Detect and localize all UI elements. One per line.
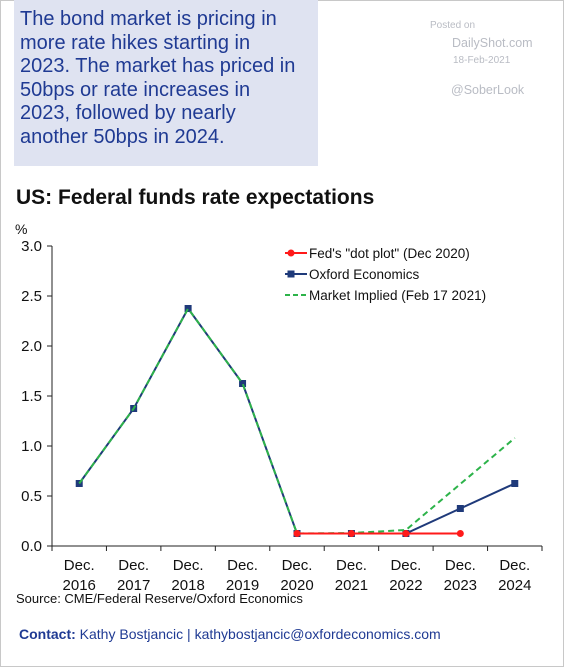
commentary-text: The bond market is pricing in more rate … <box>20 8 312 149</box>
data-point-circle <box>402 530 410 537</box>
x-tick-label: Dec. <box>336 557 367 574</box>
y-tick-label: 1.5 <box>21 388 42 405</box>
legend-label: Market Implied (Feb 17 2021) <box>309 288 486 303</box>
series-line <box>78 306 516 535</box>
x-tick-label: 2018 <box>171 577 204 594</box>
contact-label: Contact: <box>19 626 76 642</box>
commentary-line: more rate hikes starting in <box>20 31 251 54</box>
x-tick-label: 2019 <box>226 577 259 594</box>
x-tick-label: 2020 <box>280 577 313 594</box>
legend-label: Fed's "dot plot" (Dec 2020) <box>309 246 470 261</box>
commentary-callout: The bond market is pricing in more rate … <box>14 0 318 166</box>
y-tick-label: 0.5 <box>21 488 42 505</box>
y-tick-label: 3.0 <box>21 238 42 255</box>
x-tick-label: Dec. <box>390 557 421 574</box>
x-tick-label: 2016 <box>63 577 96 594</box>
commentary-line: 50bps or rate increases in <box>20 78 251 101</box>
x-tick-label: 2021 <box>335 577 368 594</box>
contact-line: Contact: Kathy Bostjancic | kathybostjan… <box>19 626 441 642</box>
chart-title: US: Federal funds rate expectations <box>16 186 375 209</box>
data-point-square <box>456 505 464 512</box>
x-tick-label: Dec. <box>282 557 313 574</box>
legend-marker-square <box>287 270 295 278</box>
x-tick-label: 2023 <box>444 577 477 594</box>
watermark-posted: Posted on <box>430 20 476 31</box>
commentary-line: 2023. The market has priced in <box>20 55 296 77</box>
data-point-circle <box>347 530 355 537</box>
x-tick-label: Dec. <box>445 557 476 574</box>
data-point-square <box>239 380 247 387</box>
commentary-line: 2023, followed by nearly <box>20 102 236 124</box>
x-tick-label: Dec. <box>64 557 95 574</box>
commentary-line: The bond market is pricing in <box>20 8 277 30</box>
watermark-site: DailyShot.com <box>452 36 533 50</box>
y-tick-label: 0.0 <box>21 538 42 555</box>
commentary-line: another 50bps in 2024. <box>20 125 225 148</box>
data-point-square <box>511 480 519 487</box>
x-tick-label: Dec. <box>499 557 530 574</box>
legend-label: Oxford Economics <box>309 267 420 282</box>
source-note: Source: CME/Federal Reserve/Oxford Econo… <box>16 591 303 606</box>
x-tick-label: 2024 <box>498 577 531 594</box>
x-tick-label: 2017 <box>117 577 150 594</box>
x-tick-label: Dec. <box>173 557 204 574</box>
y-tick-label: 1.0 <box>21 438 42 455</box>
y-tick-label: 2.0 <box>21 338 42 355</box>
data-point-circle <box>456 530 464 537</box>
x-tick-label: 2022 <box>389 577 422 594</box>
contact-text: Kathy Bostjancic | kathybostjancic@oxfor… <box>75 626 441 642</box>
series-line <box>78 306 516 535</box>
legend-marker-circle <box>287 249 295 257</box>
data-point-square <box>184 305 192 312</box>
y-axis-unit-label: % <box>15 221 27 237</box>
x-tick-label: Dec. <box>118 557 149 574</box>
y-tick-label: 2.5 <box>21 288 42 305</box>
watermark-handle: @SoberLook <box>451 83 525 97</box>
x-tick-label: Dec. <box>227 557 258 574</box>
watermark-date: 18-Feb-2021 <box>453 55 511 66</box>
data-point-circle <box>293 530 301 537</box>
